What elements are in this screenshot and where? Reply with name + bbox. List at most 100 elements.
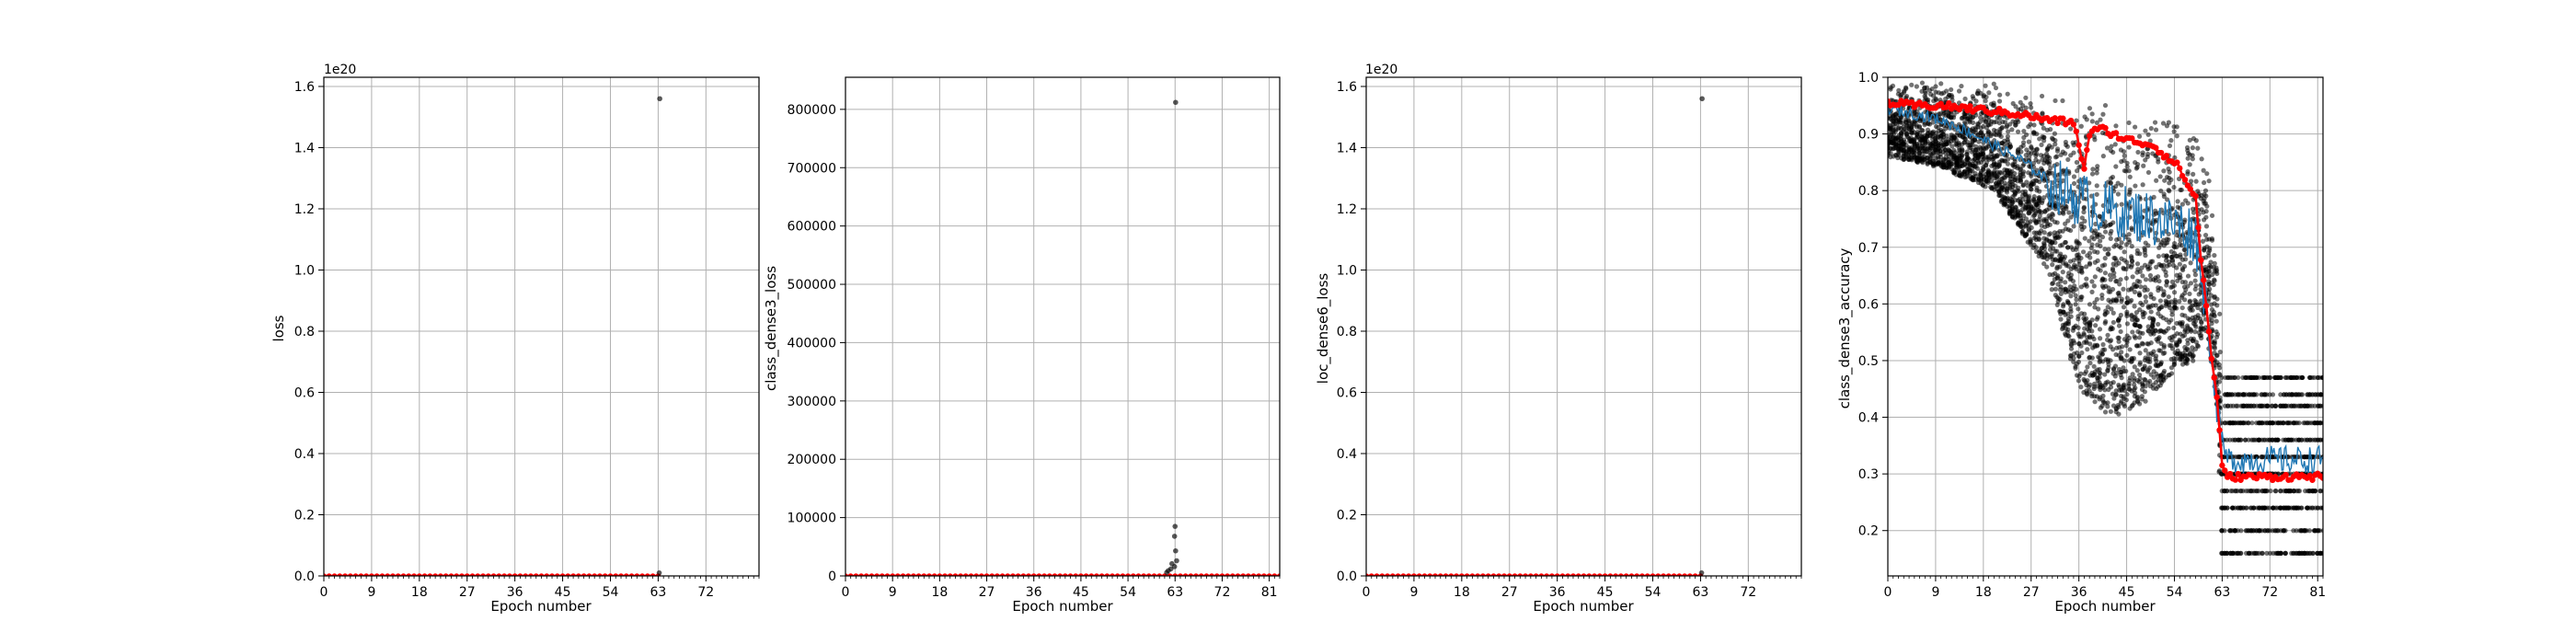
data-point [2036,159,2041,165]
data-point [2116,323,2122,328]
subplot-class-dense3-accuracy: 0 9 18 27 36 45 54 63 72 810.20.30.40.50.60.70.80… [1836,71,2326,615]
median-point [639,573,645,576]
median-point [623,573,629,576]
data-point [2195,189,2201,194]
data-point [2112,142,2118,147]
median-point [507,573,512,576]
median-point [1172,573,1179,576]
median-point [475,573,481,576]
x-tick-label: 45 [555,585,571,600]
data-point [2041,195,2047,201]
data-point [2187,137,2192,143]
y-tick-label: 500000 [788,278,836,293]
median-point [863,573,869,576]
y-tick-label: 1.6 [294,80,315,95]
outlier-point [656,569,662,576]
data-point [2078,343,2084,349]
data-point [1980,151,1986,156]
median-point [618,573,624,576]
y-tick-label: 0.8 [1337,325,1357,339]
data-point [2054,220,2060,225]
data-point [2161,292,2167,297]
median-point [549,573,555,576]
data-point [2273,489,2279,494]
median-point [915,573,922,576]
data-point [2119,201,2124,207]
data-point [2124,313,2130,318]
data-point [2092,399,2098,405]
data-point [2157,174,2163,179]
x-tick-label: 63 [650,585,666,600]
x-tick-label: 81 [1261,585,1278,600]
median-point [1230,573,1236,576]
data-point [2212,344,2217,350]
data-point [2168,371,2175,376]
data-point [2133,183,2138,189]
median-point [868,573,875,576]
median-point [1182,573,1189,576]
data-point [2015,129,2021,134]
x-tick-label: 27 [459,585,476,600]
data-point [2166,293,2171,300]
median-point [1432,573,1438,576]
median-point [1618,573,1624,576]
x-tick-label: 72 [1214,585,1231,600]
y-tick-label: 1.6 [1337,80,1357,95]
data-point [2118,312,2123,318]
data-point [2147,138,2153,144]
data-point [2278,550,2284,556]
median-point [2084,146,2090,154]
data-point [2023,105,2029,110]
data-point [2058,291,2064,297]
data-point [2132,375,2137,381]
data-point [2123,368,2129,374]
median-point [2112,130,2120,136]
data-point [2047,222,2053,227]
median-point [1496,573,1502,576]
data-point [2123,397,2129,403]
data-point [2020,213,2027,219]
median-point [1575,573,1581,576]
data-point [2163,270,2168,275]
data-point [2102,347,2108,352]
data-point [1929,153,1935,158]
median-point [352,573,359,576]
data-point [2083,369,2089,374]
data-point [2105,332,2110,338]
data-point [2185,201,2191,206]
data-point [1989,178,1995,184]
data-point [2263,489,2270,494]
data-point [2028,121,2033,127]
median-point [544,573,550,576]
data-point [2007,121,2013,127]
median-point [379,573,385,576]
data-point [2166,120,2171,125]
data-point [2070,328,2076,333]
median-point [406,573,412,576]
data-point [2071,338,2076,343]
median-point [962,573,969,576]
data-point [2190,307,2195,313]
median-point [374,573,380,576]
data-point [2110,347,2116,352]
data-point [2188,178,2194,184]
median-point [348,573,353,576]
median-point [1240,573,1246,576]
data-point [2126,232,2132,237]
data-point [2068,303,2074,308]
data-point [2092,300,2098,305]
data-point [2238,437,2244,443]
data-point [2036,217,2042,223]
data-point [1898,133,1904,139]
data-point [2169,259,2175,264]
median-point [342,573,348,576]
data-point [2171,290,2178,295]
data-point [2206,253,2212,259]
data-point [2018,213,2023,219]
median-point [570,573,576,576]
median-point [1464,573,1470,576]
median-point [1010,573,1016,576]
data-point [2181,332,2188,339]
median-point [1512,573,1518,576]
